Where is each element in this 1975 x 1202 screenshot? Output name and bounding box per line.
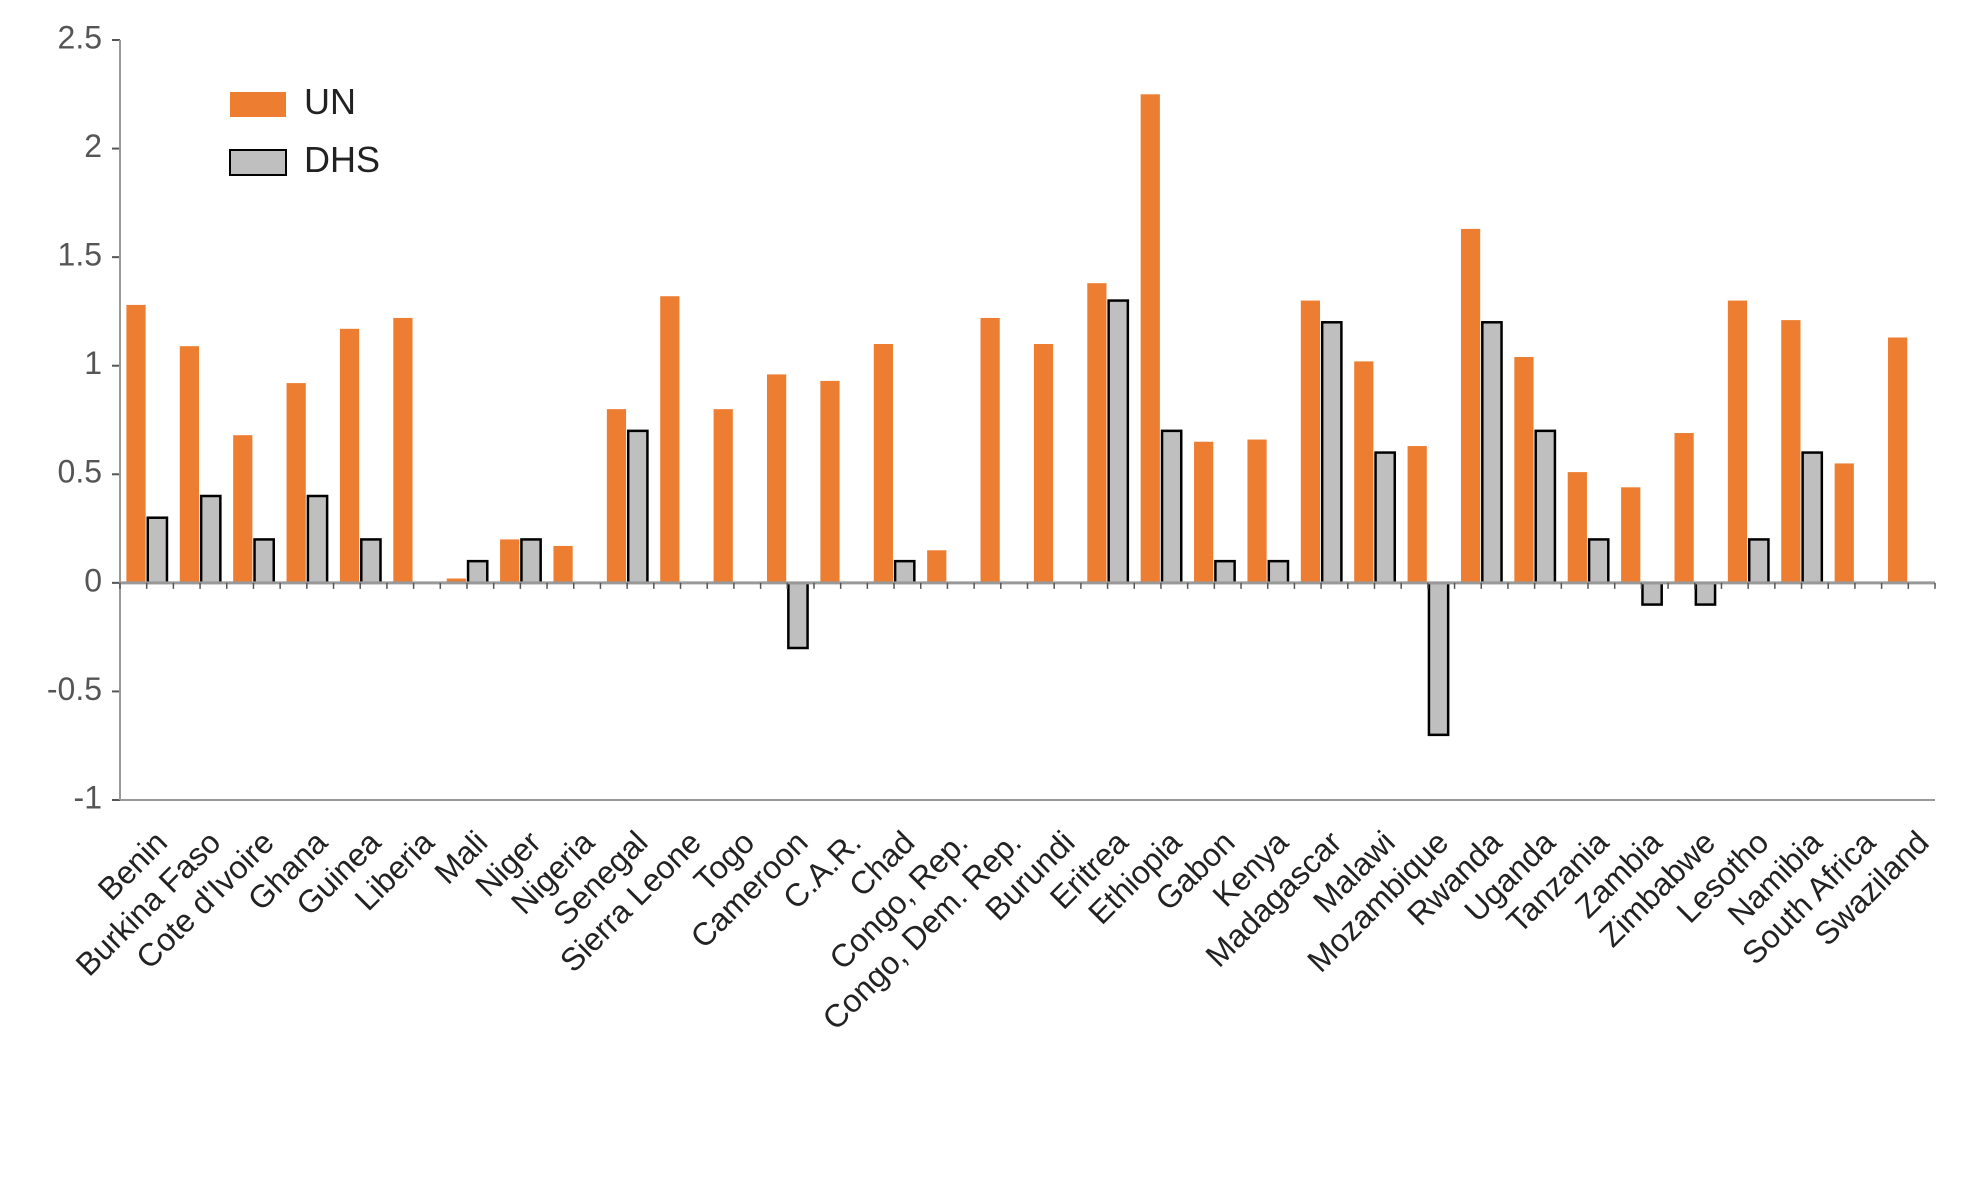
bar-un <box>767 374 786 582</box>
bar-un <box>1247 440 1266 583</box>
bar-dhs <box>201 496 220 583</box>
bar-dhs <box>308 496 327 583</box>
bar-dhs <box>1696 583 1715 605</box>
bar-dhs <box>1162 431 1181 583</box>
legend-swatch <box>230 92 286 117</box>
bar-dhs <box>468 561 487 583</box>
bar-dhs <box>1803 453 1822 583</box>
y-tick-label: -0.5 <box>47 671 102 707</box>
bar-un <box>1514 357 1533 583</box>
bar-un <box>553 546 572 583</box>
bar-un <box>1781 320 1800 583</box>
bar-dhs <box>1482 322 1501 583</box>
bar-un <box>1621 487 1640 583</box>
bar-un <box>981 318 1000 583</box>
bar-un <box>340 329 359 583</box>
bar-un <box>874 344 893 583</box>
bar-un <box>1568 472 1587 583</box>
bar-dhs <box>361 539 380 582</box>
bar-dhs <box>1109 301 1128 583</box>
bar-un <box>180 346 199 583</box>
y-tick-label: 2.5 <box>58 19 102 55</box>
bar-un <box>1408 446 1427 583</box>
bar-un <box>1301 301 1320 583</box>
bar-chart: -1-0.500.511.522.5BeninBurkina FasoCote … <box>0 0 1975 1202</box>
bar-dhs <box>628 431 647 583</box>
bar-dhs <box>1589 539 1608 582</box>
y-tick-label: 1 <box>84 345 102 381</box>
bar-un <box>1728 301 1747 583</box>
bar-un <box>1194 442 1213 583</box>
legend-swatch <box>230 150 286 175</box>
bar-dhs <box>1376 453 1395 583</box>
bar-un <box>126 305 145 583</box>
bar-un <box>714 409 733 583</box>
y-tick-label: 1.5 <box>58 237 102 273</box>
bar-un <box>500 539 519 582</box>
y-tick-label: 2 <box>84 128 102 164</box>
bar-dhs <box>1429 583 1448 735</box>
bar-un <box>607 409 626 583</box>
bar-un <box>660 296 679 583</box>
legend-label: DHS <box>304 139 380 180</box>
bar-un <box>1034 344 1053 583</box>
bar-un <box>393 318 412 583</box>
y-tick-label: -1 <box>74 779 102 815</box>
bar-dhs <box>1269 561 1288 583</box>
bar-un <box>1354 361 1373 582</box>
bar-dhs <box>1536 431 1555 583</box>
bar-un <box>1674 433 1693 583</box>
bar-dhs <box>1322 322 1341 583</box>
bar-dhs <box>148 518 167 583</box>
bar-un <box>287 383 306 583</box>
bar-dhs <box>1215 561 1234 583</box>
bar-un <box>1087 283 1106 583</box>
bar-un <box>1461 229 1480 583</box>
bar-un <box>927 550 946 583</box>
legend-label: UN <box>304 81 356 122</box>
bar-dhs <box>1749 539 1768 582</box>
bar-dhs <box>1642 583 1661 605</box>
y-tick-label: 0.5 <box>58 454 102 490</box>
bar-un <box>1141 94 1160 583</box>
bar-un <box>820 381 839 583</box>
bar-dhs <box>895 561 914 583</box>
y-tick-label: 0 <box>84 562 102 598</box>
bar-dhs <box>788 583 807 648</box>
bar-un <box>1888 337 1907 582</box>
bar-dhs <box>521 539 540 582</box>
bar-dhs <box>255 539 274 582</box>
bar-un <box>1835 463 1854 582</box>
chart-container: -1-0.500.511.522.5BeninBurkina FasoCote … <box>0 0 1975 1202</box>
bar-un <box>233 435 252 583</box>
